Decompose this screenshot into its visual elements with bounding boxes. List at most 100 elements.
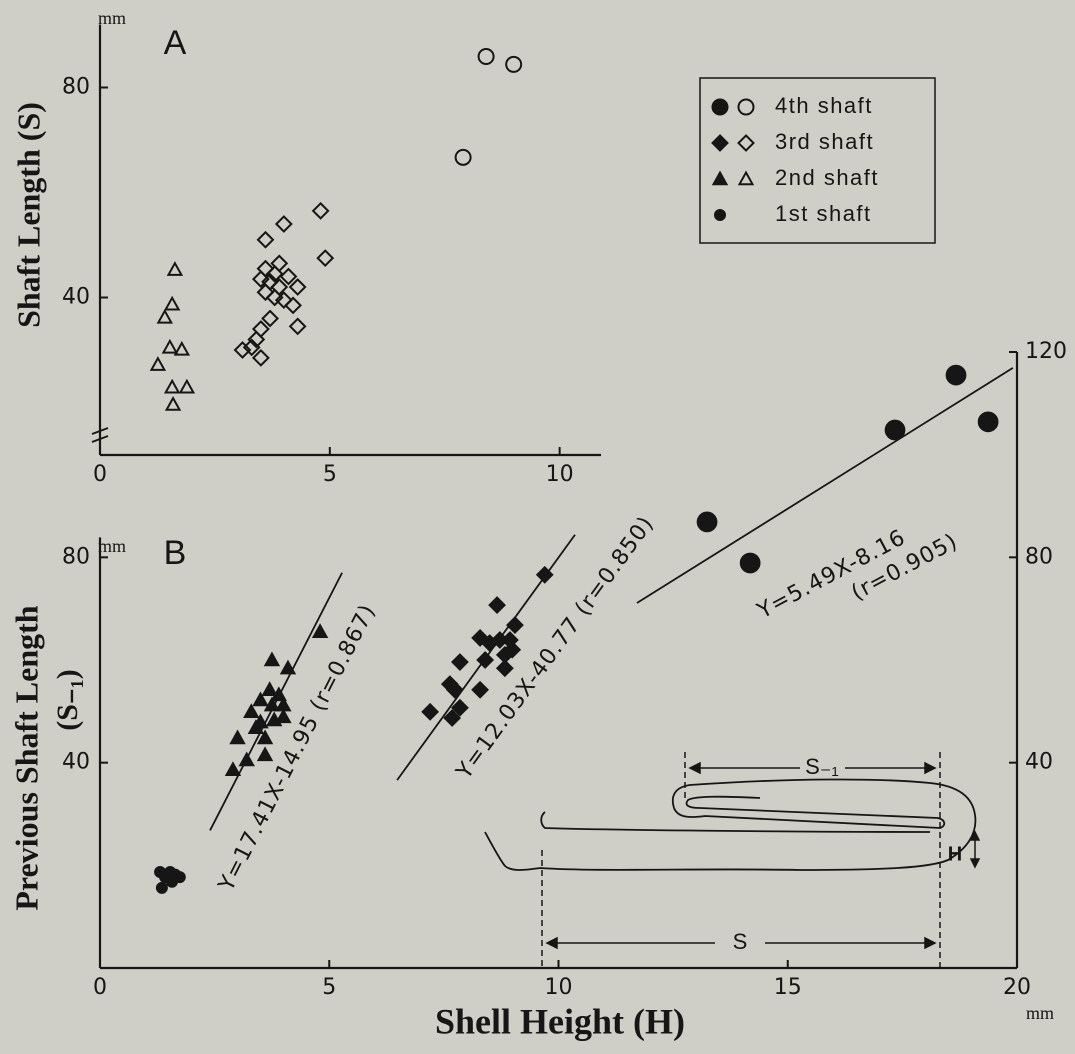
point-dot xyxy=(169,868,182,881)
fit-line xyxy=(636,367,1014,604)
point-diamond xyxy=(265,264,284,283)
y-axis-title: Shaft Length (S) xyxy=(10,102,46,328)
point-circle xyxy=(945,364,967,386)
panel-letter: B xyxy=(164,534,187,572)
point-circle xyxy=(696,511,718,533)
x-tick-label: 10 xyxy=(545,975,573,1000)
x-tick-label: 0 xyxy=(93,975,107,1000)
point-diamond xyxy=(495,659,514,678)
y-tick-label: 40 xyxy=(62,285,90,310)
legend-label: 3rd shaft xyxy=(775,129,874,154)
x-tick-label: 15 xyxy=(774,975,802,1000)
dimension-lines xyxy=(541,752,981,968)
point-diamond xyxy=(445,680,464,699)
point-diamond xyxy=(284,296,302,315)
point-triangle xyxy=(311,623,329,638)
point-diamond xyxy=(288,317,307,336)
shell-outline xyxy=(484,778,977,871)
shell-schematic xyxy=(484,778,977,871)
y-tick-label: 80 xyxy=(62,544,90,569)
point-triangle xyxy=(156,308,174,324)
point-diamond xyxy=(233,341,252,359)
point-dot xyxy=(155,881,168,894)
point-circle xyxy=(505,55,523,73)
unit-label: mm xyxy=(98,536,126,556)
point-diamond xyxy=(256,283,275,302)
point-diamond xyxy=(471,680,490,699)
y-axis-subtitle: (S₋₁) xyxy=(51,669,84,731)
point-diamond xyxy=(279,267,298,286)
y-axis-title: Previous Shaft Length xyxy=(8,605,44,910)
point-circle xyxy=(454,148,472,166)
point-triangle xyxy=(178,378,196,394)
point-circle xyxy=(977,411,999,433)
point-circle xyxy=(477,48,495,66)
y2-tick-label: 40 xyxy=(1025,750,1053,775)
x-tick-label: 20 xyxy=(1003,975,1031,1000)
legend-marker xyxy=(711,170,729,186)
fit-line xyxy=(209,572,343,831)
legend-label: 1st shaft xyxy=(775,201,872,226)
point-circle xyxy=(739,552,761,574)
point-diamond xyxy=(495,645,514,664)
point-diamond xyxy=(247,330,266,349)
shell-inner xyxy=(540,811,931,833)
legend-marker xyxy=(711,134,729,152)
point-triangle xyxy=(243,703,260,719)
point-triangle xyxy=(261,681,278,696)
x-tick-label: 5 xyxy=(322,975,336,1000)
point-triangle xyxy=(149,356,167,371)
point-diamond xyxy=(265,288,284,307)
unit-label: mm xyxy=(1026,1003,1054,1023)
y-tick-label: 80 xyxy=(62,75,90,100)
point-triangle xyxy=(163,295,181,311)
legend-label: 2nd shaft xyxy=(775,165,879,190)
point-diamond xyxy=(242,338,261,357)
point-triangle xyxy=(164,396,182,411)
inset-label: S xyxy=(733,929,748,954)
inset-label: S₋₁ xyxy=(805,754,839,779)
x-tick-label: 10 xyxy=(546,462,574,487)
point-diamond xyxy=(500,631,519,649)
x-axis-title: Shell Height (H) xyxy=(435,1001,685,1041)
legend-marker xyxy=(714,209,726,221)
arrowhead xyxy=(969,830,981,869)
point-diamond xyxy=(251,270,270,289)
arrowhead xyxy=(688,761,937,775)
point-triangle xyxy=(224,761,242,777)
point-circle xyxy=(884,419,906,441)
point-triangle xyxy=(166,261,184,276)
point-triangle xyxy=(161,338,179,354)
arrowhead xyxy=(545,936,937,950)
point-triangle xyxy=(252,691,269,707)
panel-letter: A xyxy=(164,24,187,62)
y-tick-label: 40 xyxy=(62,750,90,775)
point-diamond xyxy=(288,278,307,296)
y2-tick-label: 120 xyxy=(1025,339,1067,364)
point-diamond xyxy=(261,309,279,328)
point-diamond xyxy=(443,709,462,727)
point-diamond xyxy=(451,653,469,671)
point-diamond xyxy=(421,702,440,721)
fit-line xyxy=(396,534,576,781)
y2-tick-label: 80 xyxy=(1025,544,1053,569)
x-tick-label: 5 xyxy=(323,462,337,487)
point-triangle xyxy=(275,708,292,724)
x-tick-label: 0 xyxy=(93,462,107,487)
legend-marker xyxy=(737,170,755,186)
point-diamond xyxy=(451,698,469,717)
point-diamond xyxy=(256,230,275,249)
point-triangle xyxy=(263,651,281,667)
point-triangle xyxy=(229,729,246,745)
point-diamond xyxy=(311,201,330,220)
point-diamond xyxy=(488,596,506,614)
point-triangle xyxy=(256,729,274,745)
legend-box xyxy=(699,77,936,244)
legend-marker xyxy=(711,98,729,116)
point-triangle xyxy=(247,719,265,734)
unit-label: mm xyxy=(98,8,126,28)
point-triangle xyxy=(173,340,191,356)
point-diamond xyxy=(316,249,335,268)
